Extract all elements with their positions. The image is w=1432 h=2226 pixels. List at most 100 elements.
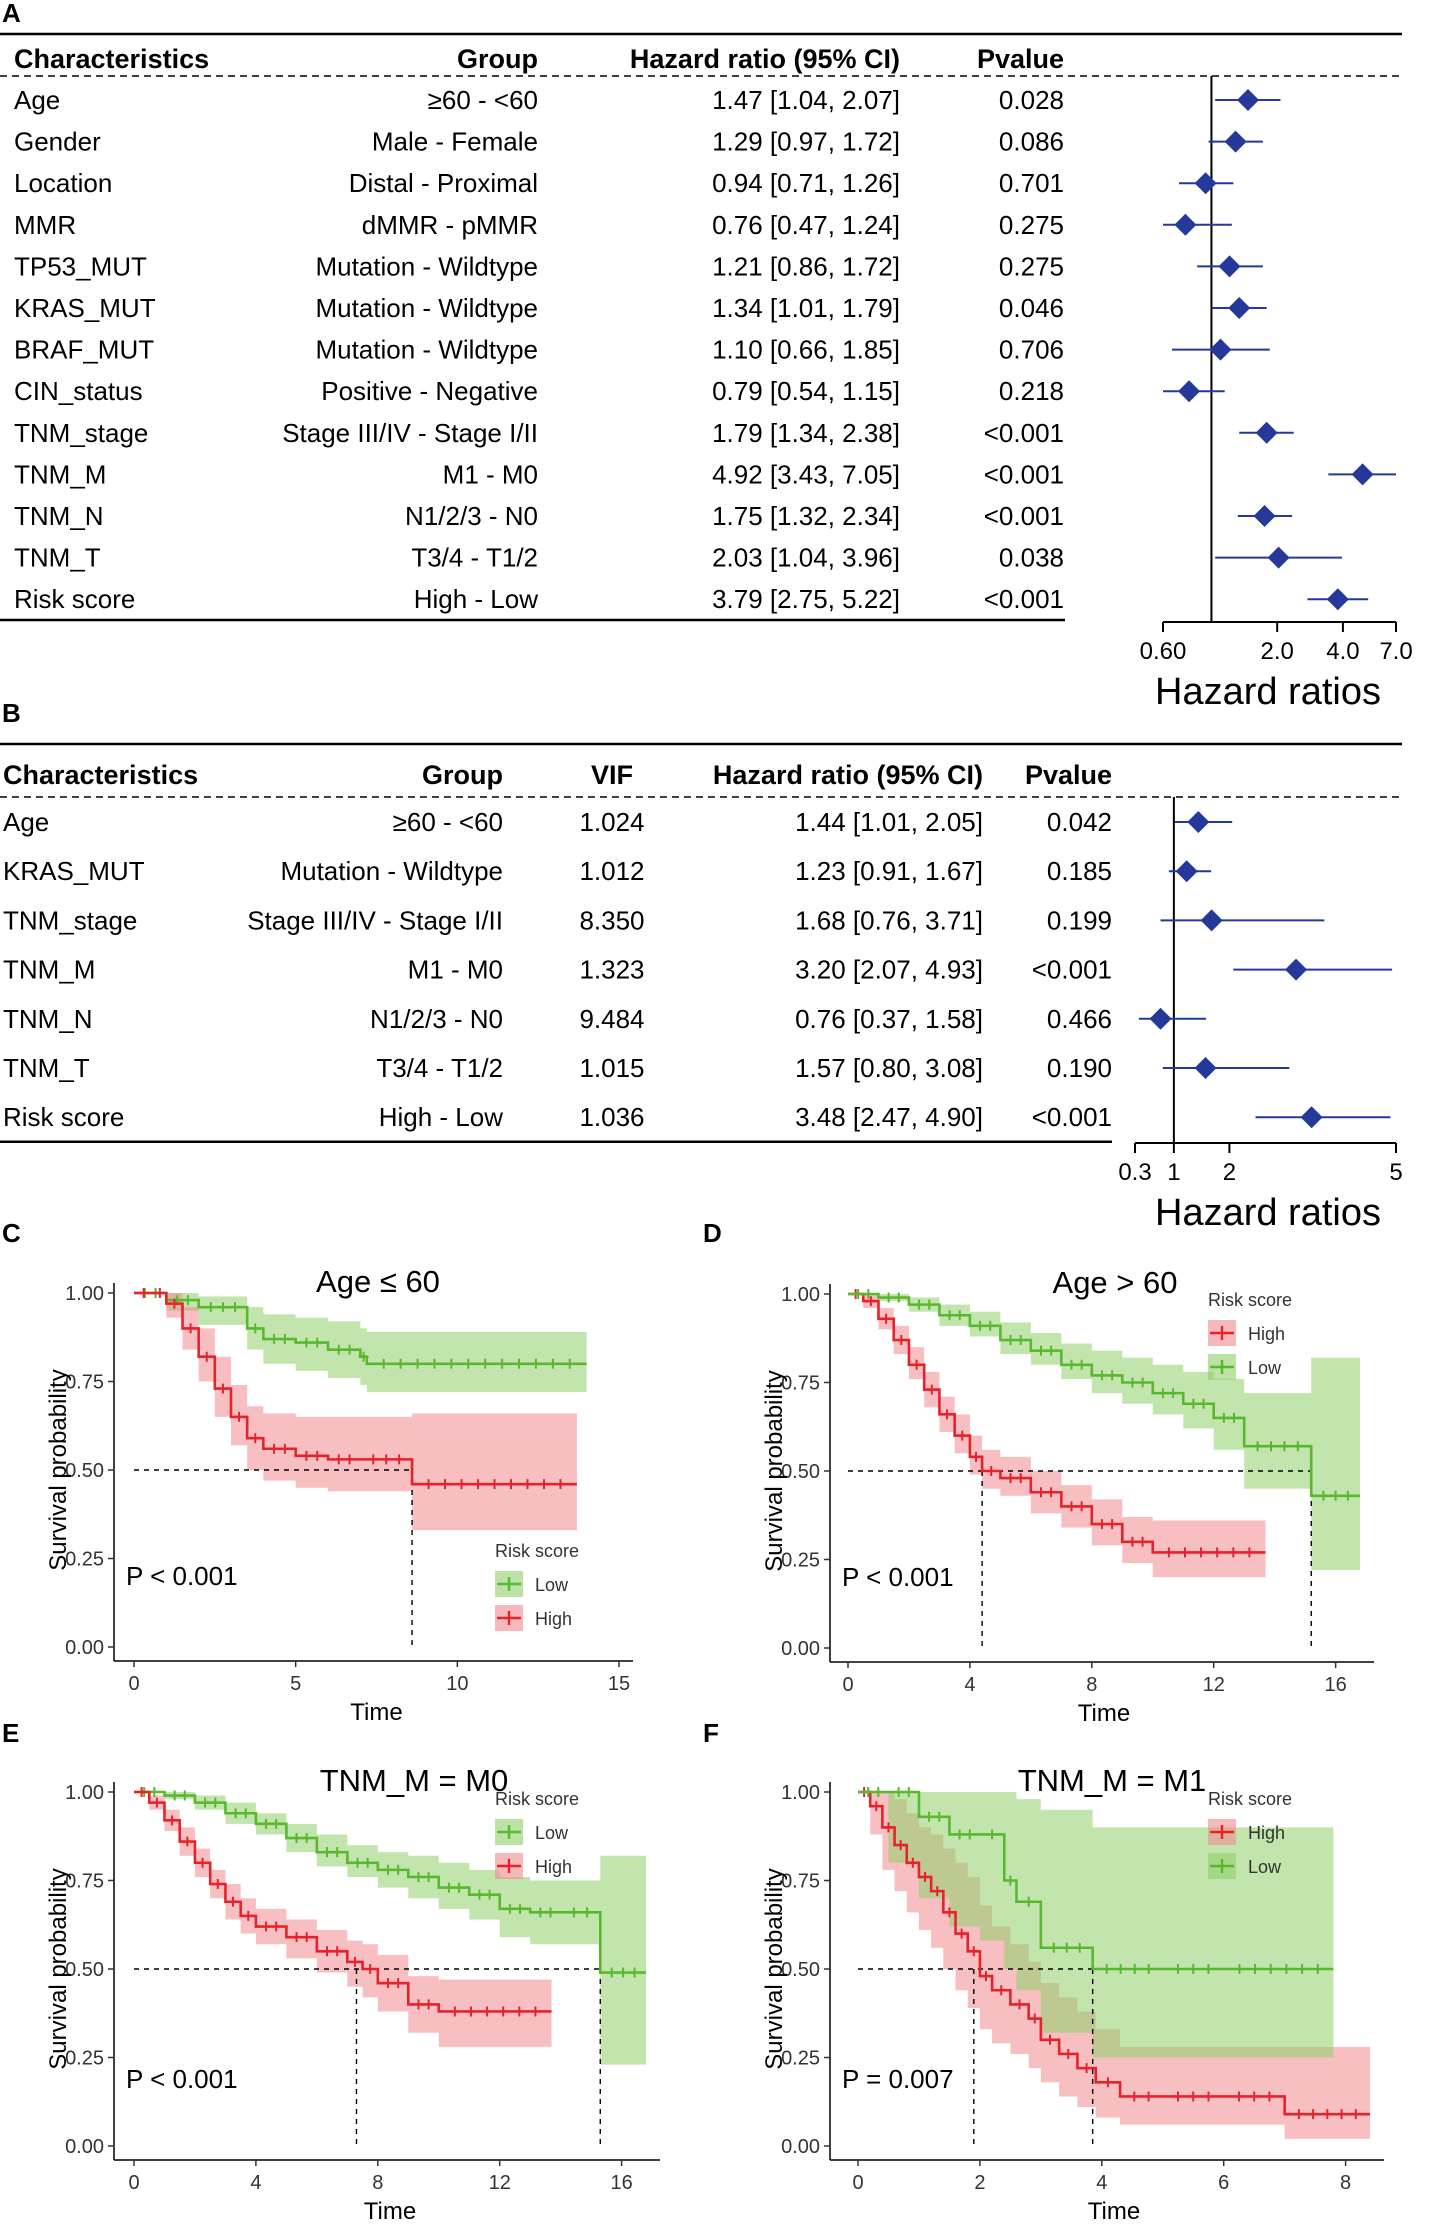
censor-mark xyxy=(1143,2091,1154,2102)
p-value: P = 0.007 xyxy=(842,2064,954,2094)
cell-group: Distal - Proximal xyxy=(349,168,538,198)
censor-mark xyxy=(1312,1964,1323,1974)
forest-plot-b: Characteristics Group VIF Hazard ratio (95%… xyxy=(0,742,1403,1234)
cell-group: Mutation - Wildtype xyxy=(315,335,538,365)
censor-mark xyxy=(322,1847,333,1858)
cell-char: TNM_N xyxy=(3,1004,93,1034)
censor-mark xyxy=(217,1383,228,1394)
x-tick-label: 2.0 xyxy=(1260,638,1293,665)
censor-mark xyxy=(1076,1501,1087,1512)
censor-mark xyxy=(1163,1547,1174,1558)
censor-mark xyxy=(333,1344,344,1355)
hr-diamond xyxy=(1285,958,1308,981)
censor-mark xyxy=(413,1871,424,1882)
cell-vif: 8.350 xyxy=(579,905,644,935)
censor-mark xyxy=(1330,1490,1341,1501)
legend-title: Risk score xyxy=(495,1789,579,1809)
cell-group: T3/4 - T1/2 xyxy=(411,543,538,573)
censor-mark xyxy=(1229,1412,1240,1423)
censor-mark xyxy=(423,1999,434,2010)
censor-mark xyxy=(440,1479,451,1490)
censor-mark xyxy=(301,1450,312,1461)
censor-mark xyxy=(200,1797,211,1808)
cell-group: High - Low xyxy=(414,584,538,614)
cell-group: M1 - M0 xyxy=(443,459,538,489)
censor-mark xyxy=(1212,1547,1223,1558)
x-tick-label: 4 xyxy=(250,2172,261,2194)
hr-diamond xyxy=(1255,421,1278,444)
censor-mark xyxy=(182,1295,193,1306)
cell-char: TNM_stage xyxy=(14,418,148,448)
cell-vif: 1.012 xyxy=(579,856,644,886)
y-tick-label: 0.50 xyxy=(65,1959,104,1981)
x-tick-label: 12 xyxy=(489,2172,511,2194)
cell-hr_text: 1.34 [1.01, 1.79] xyxy=(712,293,900,323)
censor-mark xyxy=(920,1871,931,1882)
censor-mark xyxy=(1005,1473,1016,1484)
cell-p: 0.218 xyxy=(999,376,1064,406)
cell-char: TNM_T xyxy=(14,543,101,573)
censor-mark xyxy=(871,1801,882,1812)
x-tick-label: 8 xyxy=(1086,1674,1097,1696)
censor-mark xyxy=(465,2006,476,2017)
censor-mark xyxy=(1279,1441,1290,1452)
censor-mark xyxy=(473,1479,484,1490)
censor-mark xyxy=(1292,1441,1303,1452)
survival-curve-low xyxy=(134,1790,646,1974)
cell-group: N1/2/3 - N0 xyxy=(370,1004,503,1034)
censor-mark xyxy=(896,1335,907,1346)
column-header-1: Characteristics xyxy=(3,760,198,790)
censor-mark xyxy=(1127,1536,1138,1547)
legend: Risk score High Low xyxy=(1208,1789,1292,1879)
censor-mark xyxy=(853,1289,864,1299)
legend: Risk score Low High xyxy=(495,1789,579,1879)
censor-mark xyxy=(1023,1896,1034,1907)
legend-title: Risk score xyxy=(495,1541,579,1561)
cell-p: 0.028 xyxy=(999,85,1064,115)
hr-diamond xyxy=(1175,860,1198,883)
censor-mark xyxy=(349,1956,360,1967)
y-tick-label: 0.00 xyxy=(781,2136,820,2158)
cell-char: Location xyxy=(14,168,112,198)
censor-mark xyxy=(149,1787,160,1797)
legend-key-line xyxy=(1210,1326,1234,1340)
cell-group: dMMR - pMMR xyxy=(362,210,538,240)
censor-mark xyxy=(217,1302,228,1313)
censor-mark xyxy=(1179,1547,1190,1558)
censor-mark xyxy=(243,1910,254,1921)
censor-mark xyxy=(271,1921,282,1932)
column-header-1: Characteristics xyxy=(14,44,209,74)
cell-char: TNM_M xyxy=(14,459,106,489)
censor-mark xyxy=(1005,1875,1016,1886)
censor-mark xyxy=(968,1946,979,1957)
censor-mark xyxy=(903,1787,914,1797)
censor-mark xyxy=(394,1454,405,1465)
censor-mark xyxy=(1336,2109,1347,2120)
censor-mark xyxy=(463,1358,474,1369)
hr-diamond xyxy=(1149,1007,1172,1030)
censor-mark xyxy=(1168,1388,1179,1399)
censor-mark xyxy=(1115,1964,1126,1974)
censor-mark xyxy=(423,1871,434,1882)
plot-title: Age ≤ 60 xyxy=(316,1264,440,1299)
column-header-3: VIF xyxy=(591,760,633,790)
cell-p: <0.001 xyxy=(984,418,1064,448)
censor-mark xyxy=(230,1808,241,1819)
censor-mark xyxy=(1076,1359,1087,1370)
cell-p: <0.001 xyxy=(984,501,1064,531)
hr-diamond xyxy=(1200,909,1223,932)
x-tick-label: 7.0 xyxy=(1379,638,1412,665)
censor-mark xyxy=(138,1288,149,1298)
x-axis-title: Hazard ratios xyxy=(1155,1192,1381,1234)
cell-char: Risk score xyxy=(14,584,135,614)
censor-mark xyxy=(863,1787,874,1797)
panel-letter-a: A xyxy=(2,0,21,28)
x-axis-title: Time xyxy=(1078,1700,1130,1727)
y-tick-label: 0.25 xyxy=(781,2048,820,2070)
censor-mark xyxy=(1048,1942,1059,1953)
cell-hr_text: 0.76 [0.47, 1.24] xyxy=(712,210,900,240)
censor-mark xyxy=(169,1790,180,1801)
censor-mark xyxy=(482,2006,493,2017)
ci-band-high xyxy=(134,1293,577,1531)
